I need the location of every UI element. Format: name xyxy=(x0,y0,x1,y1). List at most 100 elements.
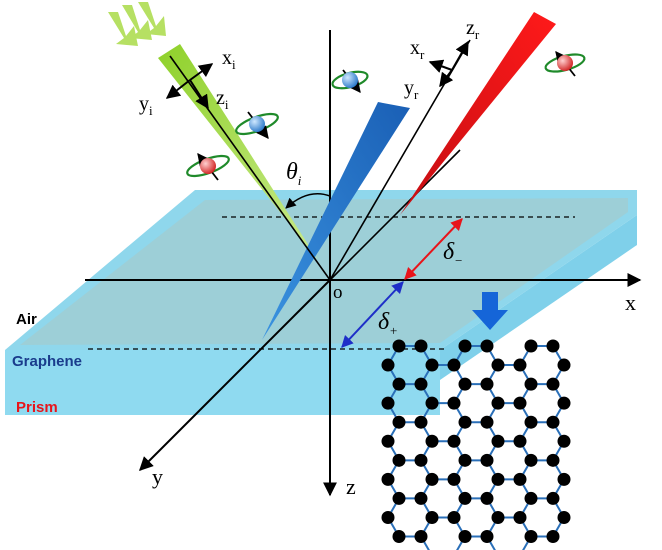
z-axis-label: z xyxy=(346,474,356,499)
graphene-atom xyxy=(524,339,538,353)
graphene-atom xyxy=(546,377,560,391)
reflected-y-label: yr xyxy=(404,77,419,102)
graphene-atom xyxy=(425,396,439,410)
graphene-atom xyxy=(447,472,461,486)
incident-frame xyxy=(165,63,214,110)
graphene-atom xyxy=(557,472,571,486)
graphene-atom xyxy=(546,491,560,505)
graphene-atom xyxy=(480,377,494,391)
x-axis-label: x xyxy=(625,290,636,315)
graphene-atom xyxy=(524,453,538,467)
reflected-x-label: xr xyxy=(410,37,425,62)
graphene-atom xyxy=(524,377,538,391)
air-label: Air xyxy=(16,311,37,328)
graphene-atom xyxy=(491,510,505,524)
graphene-atom xyxy=(458,377,472,391)
graphene-label: Graphene xyxy=(12,353,83,370)
shift-minus-arrow xyxy=(404,218,463,280)
spin-blue-incident xyxy=(235,111,279,139)
graphene-atom xyxy=(447,358,461,372)
graphene-atom xyxy=(546,415,560,429)
graphene-lattice xyxy=(381,339,571,550)
graphene-atom xyxy=(513,396,527,410)
graphene-atom xyxy=(491,472,505,486)
graphene-atom xyxy=(546,339,560,353)
graphene-atom xyxy=(414,377,428,391)
prism-label: Prism xyxy=(16,399,58,416)
reflected-line-b xyxy=(329,149,461,281)
graphene-atom xyxy=(557,396,571,410)
graphene-atom xyxy=(425,472,439,486)
graphene-atom xyxy=(524,491,538,505)
incident-x-label: xi xyxy=(222,47,236,72)
graphene-atom xyxy=(392,530,406,544)
graphene-atom xyxy=(414,453,428,467)
graphene-atom xyxy=(392,377,406,391)
graphene-atom xyxy=(425,510,439,524)
delta-minus-label: δ− xyxy=(443,239,463,268)
graphene-atom xyxy=(392,415,406,429)
graphene-atom xyxy=(458,491,472,505)
down-arrow-icon xyxy=(472,292,508,330)
graphene-atom xyxy=(392,453,406,467)
graphene-atom xyxy=(546,453,560,467)
graphene-atom xyxy=(491,358,505,372)
graphene-atom xyxy=(458,415,472,429)
graphene-atom xyxy=(425,434,439,448)
graphene-atom xyxy=(524,530,538,544)
angle-arc xyxy=(285,193,331,209)
spin-red-incident xyxy=(186,153,230,181)
graphene-atom xyxy=(491,396,505,410)
graphene-atom xyxy=(447,434,461,448)
graphene-atom xyxy=(524,415,538,429)
shift-plus-arrow xyxy=(341,281,404,348)
graphene-atom xyxy=(480,415,494,429)
slab-front-face xyxy=(5,350,440,415)
graphene-atom xyxy=(557,434,571,448)
graphene-atom xyxy=(513,510,527,524)
graphene-atom xyxy=(546,530,560,544)
graphene-atom xyxy=(458,530,472,544)
graphene-atom xyxy=(381,472,395,486)
graphene-atom xyxy=(513,358,527,372)
graphene-atom xyxy=(447,396,461,410)
graphene-atom xyxy=(381,434,395,448)
y-axis-label: y xyxy=(152,464,163,489)
graphene-atom xyxy=(480,453,494,467)
graphene-atom xyxy=(458,339,472,353)
incident-line xyxy=(169,55,331,281)
reflected-z-label: zr xyxy=(466,17,480,42)
graphene-atom xyxy=(513,434,527,448)
graphene-atom xyxy=(414,339,428,353)
spin-rotation-icon xyxy=(186,51,586,181)
spin-red-reflected xyxy=(544,51,586,77)
blue-beam xyxy=(262,102,410,340)
graphene-atom xyxy=(425,358,439,372)
graphene-atom xyxy=(381,396,395,410)
incident-z-label: zi xyxy=(216,87,229,112)
graphene-atom xyxy=(557,358,571,372)
graphene-atom xyxy=(480,339,494,353)
graphene-atom xyxy=(557,510,571,524)
reflected-frame xyxy=(428,40,469,88)
graphene-atom xyxy=(414,415,428,429)
reflected-beam xyxy=(400,12,556,215)
graphene-atom xyxy=(392,339,406,353)
graphene-atom xyxy=(480,530,494,544)
slab-side-face xyxy=(440,215,637,380)
graphene-atom xyxy=(381,510,395,524)
incident-y-label: yi xyxy=(139,93,153,118)
graphene-atom xyxy=(458,453,472,467)
graphene-atom xyxy=(513,472,527,486)
origin-label: o xyxy=(333,282,343,303)
theta-label: θi xyxy=(286,159,302,188)
delta-plus-label: δ+ xyxy=(378,309,398,338)
wavy-arrows-icon xyxy=(108,2,166,46)
graphene-atom xyxy=(414,530,428,544)
spin-blue-center xyxy=(331,69,369,93)
graphene-atom xyxy=(491,434,505,448)
graphene-atom xyxy=(381,358,395,372)
graphene-atom xyxy=(480,491,494,505)
y-axis xyxy=(139,279,331,471)
